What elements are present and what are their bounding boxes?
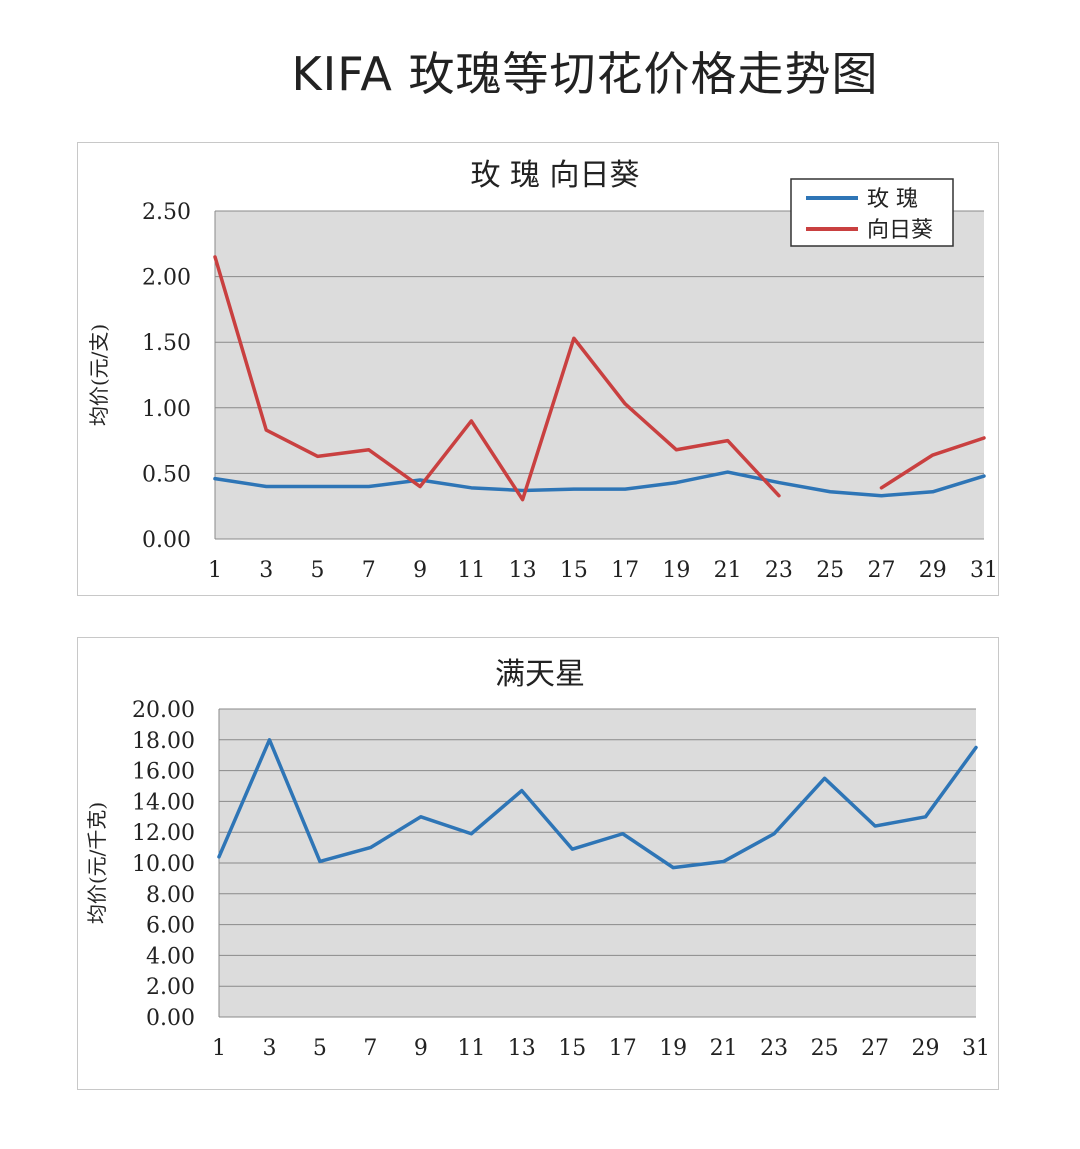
y-tick-label: 18.00 — [132, 729, 195, 754]
y-tick-label: 6.00 — [146, 914, 195, 939]
y-tick-label: 1.50 — [142, 331, 191, 356]
y-tick-label: 20.00 — [132, 698, 195, 723]
x-tick-label: 25 — [816, 558, 844, 583]
y-tick-label: 16.00 — [132, 760, 195, 785]
x-tick-label: 25 — [811, 1036, 839, 1061]
x-tick-label: 31 — [962, 1036, 990, 1061]
x-tick-label: 15 — [560, 558, 588, 583]
x-tick-label: 27 — [867, 558, 895, 583]
x-tick-label: 17 — [609, 1036, 637, 1061]
x-tick-label: 13 — [509, 558, 537, 583]
x-tick-label: 17 — [611, 558, 639, 583]
x-tick-label: 19 — [662, 558, 690, 583]
x-tick-label: 7 — [363, 1036, 377, 1061]
x-tick-label: 5 — [313, 1036, 327, 1061]
y-tick-label: 2.00 — [146, 975, 195, 1000]
x-tick-label: 11 — [457, 558, 485, 583]
gypsophila-chart: 满天星 0.00 2.00 4.00 6.00 8.00 10.00 12.00 14.00 16… — [85, 657, 990, 1061]
x-tick-label: 21 — [714, 558, 742, 583]
y-axis-label: 均价(元/千克) — [85, 802, 109, 924]
x-tick-label: 15 — [558, 1036, 586, 1061]
y-tick-label: 8.00 — [146, 883, 195, 908]
x-tick-label: 31 — [970, 558, 998, 583]
series-line — [879, 436, 986, 490]
series-line — [213, 255, 781, 502]
x-tick-label: 13 — [508, 1036, 536, 1061]
chart-title: 玫 瑰 向日葵 — [470, 158, 639, 193]
series-line — [213, 470, 986, 498]
x-tick-label: 29 — [919, 558, 947, 583]
y-tick-label: 0.00 — [146, 1006, 195, 1031]
y-tick-label: 10.00 — [132, 852, 195, 877]
chart-title: 满天星 — [495, 657, 585, 692]
series-line — [217, 738, 978, 870]
x-tick-label: 23 — [760, 1036, 788, 1061]
x-tick-label: 21 — [710, 1036, 738, 1061]
x-tick-label: 3 — [262, 1036, 276, 1061]
y-tick-label: 1.00 — [142, 397, 191, 422]
y-tick-label: 12.00 — [132, 821, 195, 846]
page-title: KIFA 玫瑰等切花价格走势图 — [291, 47, 879, 101]
x-tick-label: 3 — [259, 558, 273, 583]
y-tick-label: 2.50 — [142, 200, 191, 225]
x-tick-label: 1 — [212, 1036, 226, 1061]
x-tick-label: 23 — [765, 558, 793, 583]
y-tick-label: 0.50 — [142, 462, 191, 487]
x-tick-label: 11 — [457, 1036, 485, 1061]
y-tick-label: 14.00 — [132, 790, 195, 815]
gypsophila-chart-panel: 满天星 0.00 2.00 4.00 6.00 8.00 10.00 12.00 14.00 16… — [77, 637, 999, 1090]
legend-label: 玫 瑰 — [867, 187, 918, 212]
y-tick-label: 0.00 — [142, 528, 191, 553]
x-tick-label: 9 — [414, 1036, 428, 1061]
rose-sunflower-chart-panel: 玫 瑰 向日葵 0.00 0.50 1.00 1.50 2.00 2.50 1 3 5 7 9 11 13… — [77, 142, 999, 596]
x-tick-label: 9 — [413, 558, 427, 583]
x-tick-label: 29 — [912, 1036, 940, 1061]
x-tick-label: 5 — [311, 558, 325, 583]
x-tick-label: 7 — [362, 558, 376, 583]
y-tick-label: 2.00 — [142, 266, 191, 291]
legend-box — [790, 178, 954, 247]
plot-area — [215, 211, 984, 539]
x-tick-label: 27 — [861, 1036, 889, 1061]
x-tick-label: 19 — [659, 1036, 687, 1061]
y-tick-label: 4.00 — [146, 944, 195, 969]
legend-label: 向日葵 — [867, 218, 933, 243]
x-tick-label: 1 — [208, 558, 222, 583]
y-axis-label: 均价(元/支) — [87, 324, 111, 426]
